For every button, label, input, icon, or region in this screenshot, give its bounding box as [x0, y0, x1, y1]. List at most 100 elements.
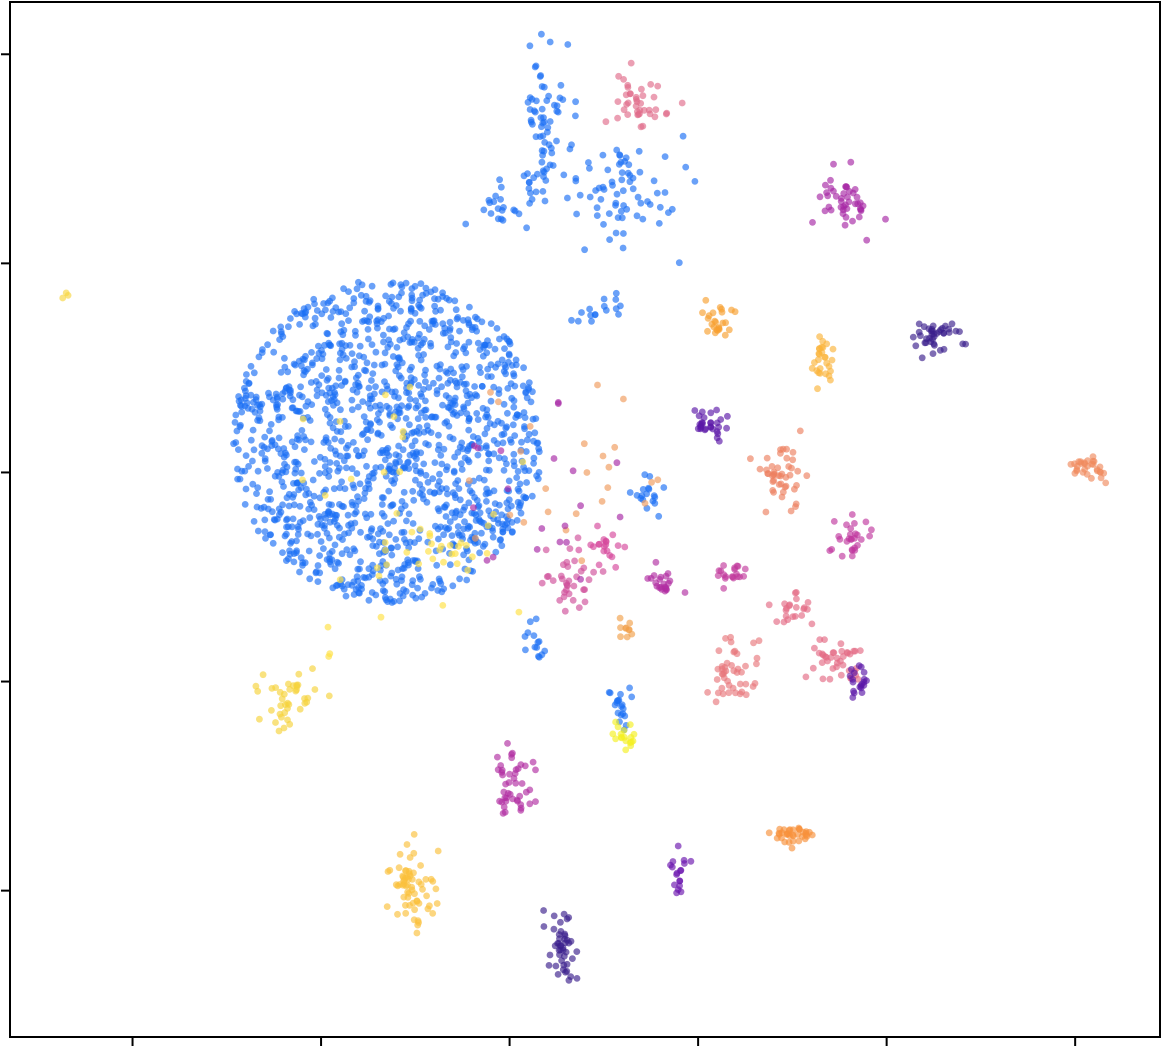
scatter-point	[398, 577, 405, 584]
scatter-point	[337, 308, 345, 315]
scatter-point	[561, 607, 569, 615]
scatter-point	[1097, 468, 1104, 476]
scatter-point	[569, 955, 576, 962]
scatter-point	[832, 192, 840, 200]
scatter-point	[802, 673, 810, 681]
scatter-point	[350, 439, 357, 446]
scatter-point	[520, 463, 527, 471]
scatter-point	[637, 100, 645, 107]
scatter-point	[362, 574, 369, 582]
scatter-point	[389, 353, 397, 360]
scatter-point	[530, 632, 538, 639]
scatter-point	[615, 72, 622, 80]
scatter-point	[691, 407, 699, 414]
scatter-point	[531, 643, 539, 651]
scatter-point	[762, 508, 770, 516]
scatter-point	[416, 296, 423, 304]
scatter-point	[624, 81, 632, 89]
scatter-point	[538, 105, 546, 113]
scatter-point	[435, 535, 442, 543]
scatter-point	[406, 383, 414, 391]
scatter-point	[322, 366, 330, 373]
scatter-point	[825, 363, 833, 370]
scatter-point	[461, 503, 468, 511]
scatter-point	[331, 447, 339, 455]
scatter-point	[387, 281, 395, 288]
scatter-point	[357, 558, 364, 566]
scatter-point	[561, 522, 569, 530]
scatter-point	[476, 363, 483, 371]
scatter-point	[234, 465, 241, 473]
scatter-point	[803, 472, 811, 480]
scatter-point	[345, 529, 352, 537]
scatter-point	[526, 800, 534, 808]
scatter-point	[504, 740, 511, 747]
scatter-point	[713, 676, 721, 683]
scatter-point	[408, 876, 416, 883]
scatter-point	[461, 518, 468, 526]
scatter-point	[308, 349, 315, 356]
scatter-point	[421, 590, 429, 597]
scatter-point	[848, 511, 856, 518]
scatter-point	[243, 371, 250, 378]
scatter-point	[433, 561, 441, 569]
scatter-point	[519, 382, 527, 390]
scatter-point	[266, 427, 273, 435]
scatter-point	[516, 480, 524, 488]
scatter-point	[816, 636, 824, 643]
scatter-point	[506, 511, 514, 519]
scatter-point	[400, 488, 408, 496]
scatter-point	[572, 98, 579, 106]
scatter-point	[326, 534, 333, 542]
scatter-point	[295, 670, 303, 678]
scatter-point	[609, 531, 617, 539]
scatter-point	[563, 915, 571, 923]
scatter-point	[602, 118, 610, 126]
scatter-point	[325, 692, 333, 700]
scatter-point	[268, 442, 276, 449]
scatter-point	[490, 383, 498, 391]
scatter-point	[362, 292, 370, 300]
scatter-point	[364, 326, 372, 333]
scatter-point	[533, 97, 540, 105]
scatter-point	[666, 577, 674, 585]
scatter-points-layer	[59, 30, 1110, 984]
scatter-point	[383, 402, 390, 410]
scatter-point	[794, 467, 802, 475]
scatter-point	[778, 834, 785, 842]
scatter-point	[439, 329, 447, 337]
scatter-point	[445, 422, 453, 430]
scatter-point	[627, 59, 635, 67]
scatter-point	[569, 467, 577, 475]
scatter-point	[352, 381, 359, 388]
scatter-point	[725, 326, 733, 334]
scatter-point	[634, 193, 642, 201]
scatter-point	[388, 293, 396, 301]
scatter-point	[465, 338, 473, 346]
scatter-point	[554, 399, 562, 406]
scatter-point	[403, 324, 410, 331]
scatter-point	[385, 487, 393, 495]
scatter-point	[410, 496, 418, 504]
scatter-point	[296, 321, 303, 328]
scatter-point	[440, 445, 448, 453]
scatter-point	[524, 629, 532, 636]
scatter-point	[443, 466, 450, 474]
scatter-point	[276, 511, 283, 519]
scatter-point	[396, 372, 403, 380]
scatter-point	[348, 465, 356, 473]
scatter-point	[929, 322, 937, 330]
scatter-point	[373, 564, 381, 572]
scatter-point	[422, 397, 429, 405]
scatter-point	[617, 207, 625, 215]
scatter-point	[381, 577, 389, 585]
scatter-point	[304, 303, 312, 311]
scatter-point	[322, 436, 330, 444]
scatter-point	[578, 557, 586, 565]
scatter-point	[510, 372, 518, 380]
scatter-point	[471, 494, 478, 501]
y-axis-ticks	[1, 53, 10, 892]
scatter-point	[432, 885, 440, 893]
scatter-point	[336, 501, 343, 508]
scatter-point	[572, 112, 579, 120]
